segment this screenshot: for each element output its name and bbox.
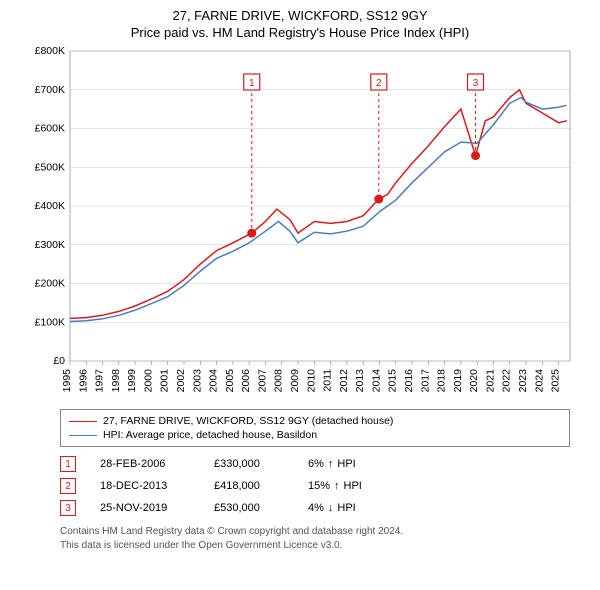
xtick-label: 2014 xyxy=(370,369,382,393)
pct-suffix: HPI xyxy=(337,502,355,514)
chart-subtitle: Price paid vs. HM Land Registry's House … xyxy=(10,25,590,40)
xtick-label: 2023 xyxy=(517,369,529,393)
xtick-label: 2007 xyxy=(256,369,268,393)
chart-plot-area: £0 £100K £200K £300K £400K £500K £600K £700K £80… xyxy=(20,46,580,401)
footer: Contains HM Land Registry data © Crown c… xyxy=(60,525,570,552)
marker-table-pct: 6% ↑HPI xyxy=(308,458,398,470)
xtick-label: 2019 xyxy=(452,369,464,393)
xtick-label: 2011 xyxy=(322,369,334,392)
footer-line1: Contains HM Land Registry data © Crown c… xyxy=(60,525,570,539)
xtick-label: 2025 xyxy=(550,369,562,393)
marker-table-date: 25-NOV-2019 xyxy=(100,502,190,514)
xtick-label: 2002 xyxy=(175,369,187,393)
xtick-label: 2000 xyxy=(142,369,154,393)
ytick-label: £200K xyxy=(35,278,65,290)
pct-value: 6% xyxy=(308,458,324,470)
xtick-label: 1997 xyxy=(94,369,106,393)
ytick-label: £800K xyxy=(35,46,65,57)
ytick-label: £300K xyxy=(35,239,65,251)
marker-dot xyxy=(471,151,480,160)
ytick-label: £100K xyxy=(35,316,65,328)
xtick-label: 2021 xyxy=(484,369,496,393)
xtick-label: 2009 xyxy=(289,369,301,393)
ytick-label: £600K xyxy=(35,123,65,135)
marker-table-date: 18-DEC-2013 xyxy=(100,480,190,492)
xtick-label: 2017 xyxy=(419,369,431,393)
arrow-icon: ↑ xyxy=(328,458,334,470)
marker-table-date: 28-FEB-2006 xyxy=(100,458,190,470)
arrow-icon: ↓ xyxy=(328,502,334,514)
legend: 27, FARNE DRIVE, WICKFORD, SS12 9GY (det… xyxy=(60,409,570,447)
marker-dot xyxy=(247,229,256,238)
xtick-label: 2006 xyxy=(240,369,252,393)
marker-table-number: 2 xyxy=(60,478,76,494)
marker-number: 2 xyxy=(376,78,382,89)
marker-table-pct: 15% ↑ HPI xyxy=(308,480,398,492)
arrow-icon: ↑ xyxy=(334,480,340,492)
xtick-label: 2003 xyxy=(191,369,203,393)
marker-number: 1 xyxy=(249,78,255,89)
legend-line-icon xyxy=(69,421,97,422)
legend-label: HPI: Average price, detached house, Basi… xyxy=(103,429,317,441)
legend-label: 27, FARNE DRIVE, WICKFORD, SS12 9GY (det… xyxy=(103,415,393,427)
marker-table-price: £418,000 xyxy=(214,480,284,492)
xtick-label: 1998 xyxy=(110,369,122,393)
xtick-label: 2001 xyxy=(159,369,171,393)
marker-dot xyxy=(374,195,383,204)
xtick-label: 2016 xyxy=(403,369,415,393)
ytick-label: £0 xyxy=(53,355,65,367)
xtick-label: 1995 xyxy=(61,369,73,393)
pct-value: 4% xyxy=(308,502,324,514)
chart-container: 27, FARNE DRIVE, WICKFORD, SS12 9GY Pric… xyxy=(0,0,600,590)
xtick-label: 2013 xyxy=(354,369,366,393)
marker-table-price: £330,000 xyxy=(214,458,284,470)
ytick-label: £700K xyxy=(35,84,65,96)
xtick-label: 2020 xyxy=(468,369,480,393)
marker-table-row: 1 28-FEB-2006 £330,000 6% ↑HPI xyxy=(60,453,570,475)
xtick-label: 2004 xyxy=(208,369,220,393)
marker-table-pct: 4% ↓HPI xyxy=(308,502,398,514)
marker-table-row: 3 25-NOV-2019 £530,000 4% ↓HPI xyxy=(60,497,570,519)
footer-line2: This data is licensed under the Open Gov… xyxy=(60,539,570,553)
marker-table-row: 2 18-DEC-2013 £418,000 15% ↑ HPI xyxy=(60,475,570,497)
marker-table-price: £530,000 xyxy=(214,502,284,514)
chart-title: 27, FARNE DRIVE, WICKFORD, SS12 9GY xyxy=(10,8,590,23)
marker-table: 128-FEB-2006£330,0006%↑HPI218-DEC-2013£4… xyxy=(60,453,570,519)
marker-number: 3 xyxy=(473,78,479,89)
ytick-label: £500K xyxy=(35,161,65,173)
pct-value: 15% xyxy=(308,480,330,492)
ytick-label: £400K xyxy=(35,200,65,212)
pct-suffix: HPI xyxy=(344,480,362,492)
marker-table-number: 3 xyxy=(60,500,76,516)
legend-item: 27, FARNE DRIVE, WICKFORD, SS12 9GY (det… xyxy=(69,414,561,428)
xtick-label: 2008 xyxy=(273,369,285,393)
legend-item: HPI: Average price, detached house, Basi… xyxy=(69,428,561,442)
xtick-label: 2018 xyxy=(436,369,448,393)
xtick-label: 1996 xyxy=(77,369,89,393)
xtick-label: 2012 xyxy=(338,369,350,393)
legend-line-icon xyxy=(69,435,97,436)
chart-svg: £0 £100K £200K £300K £400K £500K £600K £700K £80… xyxy=(20,46,580,401)
xtick-label: 2005 xyxy=(224,369,236,393)
xtick-label: 2015 xyxy=(387,369,399,393)
xtick-label: 2022 xyxy=(501,369,513,393)
xtick-label: 2010 xyxy=(305,369,317,393)
marker-table-number: 1 xyxy=(60,456,76,472)
xtick-label: 1999 xyxy=(126,369,138,393)
xtick-label: 2024 xyxy=(533,369,545,393)
pct-suffix: HPI xyxy=(337,458,355,470)
